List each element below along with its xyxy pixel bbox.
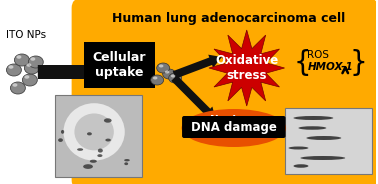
Ellipse shape: [58, 138, 63, 142]
Ellipse shape: [24, 62, 39, 74]
Ellipse shape: [159, 65, 163, 68]
FancyArrow shape: [171, 75, 216, 120]
Ellipse shape: [299, 126, 326, 130]
FancyBboxPatch shape: [285, 108, 372, 174]
Ellipse shape: [293, 116, 333, 120]
Ellipse shape: [28, 56, 43, 68]
Text: HMOX-1: HMOX-1: [307, 62, 353, 72]
Text: ITO NPs: ITO NPs: [6, 30, 46, 40]
FancyBboxPatch shape: [55, 95, 142, 177]
Text: }: }: [349, 49, 367, 77]
Ellipse shape: [151, 75, 164, 85]
Ellipse shape: [61, 130, 64, 134]
Ellipse shape: [14, 54, 29, 66]
Ellipse shape: [293, 164, 308, 168]
FancyBboxPatch shape: [182, 116, 285, 138]
Ellipse shape: [288, 146, 308, 149]
Text: ROS: ROS: [307, 50, 329, 60]
FancyArrow shape: [38, 61, 145, 83]
Text: {: {: [293, 49, 311, 77]
Ellipse shape: [157, 63, 170, 73]
Ellipse shape: [30, 57, 35, 61]
Ellipse shape: [163, 69, 176, 79]
Ellipse shape: [74, 114, 114, 150]
Ellipse shape: [171, 75, 175, 77]
Ellipse shape: [97, 154, 102, 157]
Ellipse shape: [26, 63, 31, 67]
Ellipse shape: [124, 159, 130, 161]
Ellipse shape: [12, 83, 17, 87]
Ellipse shape: [90, 160, 97, 163]
Ellipse shape: [169, 73, 181, 83]
FancyArrow shape: [173, 55, 222, 79]
Ellipse shape: [6, 64, 22, 76]
Text: Nucleus: Nucleus: [211, 115, 257, 125]
Text: Human lung adenocarcinoma cell: Human lung adenocarcinoma cell: [112, 12, 345, 25]
Ellipse shape: [83, 164, 93, 169]
Ellipse shape: [22, 74, 37, 86]
Ellipse shape: [77, 148, 83, 151]
Ellipse shape: [104, 118, 112, 123]
Text: DNA damage: DNA damage: [191, 121, 277, 134]
Ellipse shape: [124, 162, 128, 165]
Ellipse shape: [98, 148, 103, 153]
Ellipse shape: [301, 156, 345, 160]
Text: Oxidative
stress: Oxidative stress: [215, 54, 278, 82]
Ellipse shape: [16, 55, 22, 59]
Ellipse shape: [165, 70, 169, 73]
Ellipse shape: [64, 103, 125, 161]
Ellipse shape: [307, 136, 341, 140]
Ellipse shape: [8, 65, 14, 69]
Ellipse shape: [87, 132, 92, 135]
Ellipse shape: [24, 75, 29, 79]
FancyBboxPatch shape: [72, 0, 378, 184]
Ellipse shape: [181, 109, 286, 147]
Text: Cellular
uptake: Cellular uptake: [93, 51, 146, 79]
Ellipse shape: [153, 77, 158, 79]
Ellipse shape: [11, 82, 25, 94]
FancyBboxPatch shape: [84, 42, 155, 88]
Ellipse shape: [105, 139, 111, 141]
Polygon shape: [209, 30, 285, 106]
